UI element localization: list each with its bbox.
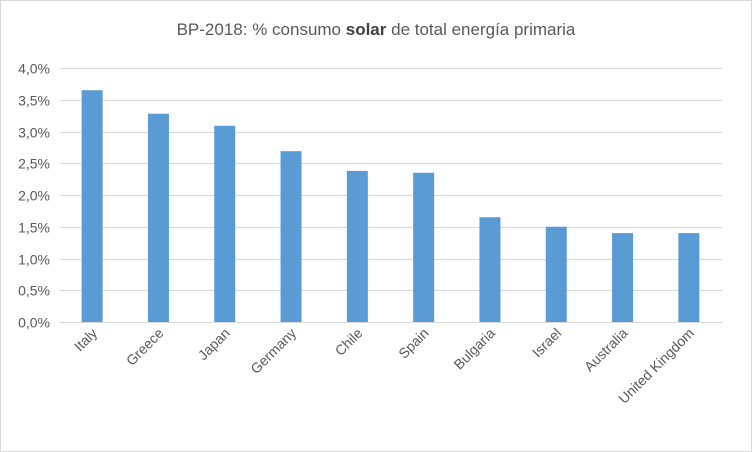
bar	[678, 233, 700, 322]
y-tick-label: 1,0%	[18, 252, 50, 268]
y-tick-label: 3,0%	[18, 125, 50, 141]
chart-title-part2: de total energía primaria	[386, 20, 576, 39]
x-tick-label: Israel	[529, 325, 565, 361]
bar	[81, 90, 103, 322]
x-tick-label: Italy	[71, 325, 100, 354]
bar	[214, 125, 236, 322]
bar	[612, 233, 634, 322]
x-tick-label: Germany	[247, 325, 299, 377]
bar	[346, 170, 368, 322]
chart-title-part1: BP-2018: % consumo	[176, 20, 346, 39]
bar	[479, 217, 501, 322]
y-tick-label: 3,5%	[18, 93, 50, 109]
x-tick-label: Chile	[332, 325, 366, 359]
y-tick-label: 0,0%	[18, 315, 50, 331]
x-tick-label: Bulgaria	[450, 325, 498, 373]
x-tick-label: Spain	[395, 325, 432, 362]
bar	[413, 172, 435, 322]
y-tick-label: 2,0%	[18, 188, 50, 204]
y-tick-label: 2,5%	[18, 156, 50, 172]
y-tick-label: 4,0%	[18, 61, 50, 77]
x-tick-label: Australia	[581, 325, 631, 375]
chart-title-bold: solar	[345, 20, 387, 39]
y-tick-label: 1,5%	[18, 220, 50, 236]
bar	[280, 151, 302, 322]
x-tick-label: Japan	[195, 325, 233, 363]
bar	[147, 113, 169, 322]
bar	[545, 226, 567, 322]
chart-title: BP-2018: % consumo solar de total energí…	[0, 20, 752, 40]
y-tick-label: 0,5%	[18, 283, 50, 299]
x-tick-label: Greece	[123, 325, 167, 369]
